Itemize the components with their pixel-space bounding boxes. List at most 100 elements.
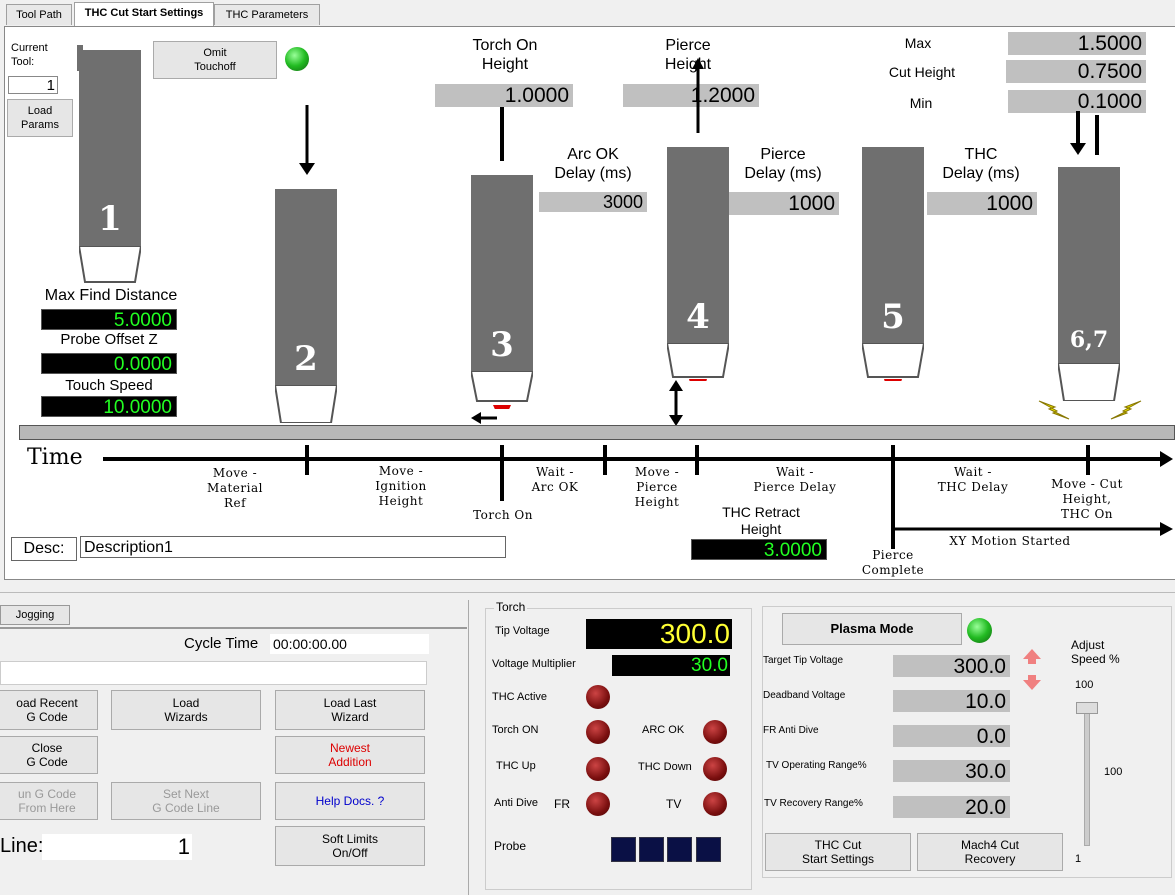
tv-operating-range-field[interactable]: 30.0 [893,760,1010,783]
set-next-line-button[interactable]: Set Next G Code Line [111,782,261,820]
voltage-up-down-arrows-icon[interactable] [1022,648,1042,692]
line-number-field[interactable]: 1 [42,834,192,860]
deadband-voltage-field[interactable]: 10.0 [893,690,1010,713]
thc-down-led [703,757,727,781]
run-from-here-button[interactable]: un G Code From Here [0,782,98,820]
omit-touchoff-button[interactable]: Omit Touchoff [153,41,277,79]
tab-thc-cut-start-settings[interactable]: THC Cut Start Settings [74,2,214,27]
time-label: Time [27,445,83,470]
speed-max-label: 100 [1075,679,1094,691]
torch-1-number: 1 [98,199,122,239]
material-plate [19,425,1175,440]
step-wait-arc-ok: Wait - Arc OK [531,465,579,494]
max-find-distance-field[interactable]: 5.0000 [41,309,177,331]
tv-label: TV [666,797,682,811]
speed-slider-track[interactable] [1084,702,1090,846]
current-tool-input[interactable]: 1 [8,76,58,94]
speed-slider-thumb[interactable] [1076,702,1098,714]
min-label: Min [909,95,933,111]
load-wizards-button[interactable]: Load Wizards [111,690,261,730]
max-label: Max [904,35,932,51]
step-move-cut-height: Move - Cut Height, THC On [1051,477,1123,521]
load-params-button[interactable]: Load Params [7,99,73,137]
fr-anti-dive-label: FR Anti Dive [763,725,819,736]
cycle-time-field: 00:00:00.00 [270,634,429,654]
current-tool-label: Current Tool: [11,42,48,68]
description-input[interactable]: Description1 [80,536,506,558]
pierce-height-field[interactable]: 1.2000 [623,84,759,107]
pierce-delay-field[interactable]: 1000 [729,192,839,215]
torch-6-7 [1058,167,1120,363]
down-arrow-icon [299,105,315,175]
torch-5 [862,147,924,343]
thc-active-led [586,685,610,709]
arc-ok-delay-label: Arc OK Delay (ms) [554,146,632,182]
speed-value-label: 100 [1104,766,1123,778]
timeline-axis [103,445,1173,549]
torch-on-height-field[interactable]: 1.0000 [435,84,573,107]
step-move-pierce-height: Move - Pierce Height [634,465,680,509]
thc-retract-height-label: THC Retract Height [722,504,800,537]
tip-voltage-display: 300.0 [586,619,732,649]
arc-ok-label: ARC OK [642,724,685,736]
thc-active-label: THC Active [492,691,548,703]
probe-indicator-1 [611,837,636,862]
desc-label: Desc: [11,537,77,561]
tv-led [703,792,727,816]
torch-panel-title: Torch [494,600,528,614]
arc-ok-delay-field[interactable]: 3000 [539,192,647,212]
max-height-field[interactable]: 1.5000 [1008,32,1146,55]
voltage-multiplier-label: Voltage Multiplier [492,658,576,670]
probe-indicator-3 [667,837,692,862]
torch-3-nozzle [471,371,533,409]
tv-operating-range-label: TV Operating Range% [766,760,867,771]
cut-height-label: Cut Height [888,64,956,80]
max-find-distance-label: Max Find Distance [44,287,178,304]
tab-thc-parameters[interactable]: THC Parameters [214,4,320,25]
torch-on-led [586,720,610,744]
fr-anti-dive-field[interactable]: 0.0 [893,725,1010,748]
plasma-mode-button[interactable]: Plasma Mode [782,613,962,645]
thc-cut-start-settings-button[interactable]: THC Cut Start Settings [765,833,911,871]
tv-recovery-range-field[interactable]: 20.0 [893,796,1010,819]
torch-5-nozzle [862,343,924,381]
mach4-cut-recovery-button[interactable]: Mach4 Cut Recovery [917,833,1063,871]
thc-delay-field[interactable]: 1000 [927,192,1037,215]
cycle-time-label: Cycle Time [184,635,259,652]
tab-tool-path[interactable]: Tool Path [6,4,72,25]
load-last-wizard-button[interactable]: Load Last Wizard [275,690,425,730]
close-gcode-button[interactable]: Close G Code [0,736,98,774]
probe-offset-label: Probe Offset Z [60,331,158,348]
min-height-field[interactable]: 0.1000 [1008,90,1146,113]
probe-label: Probe [494,839,527,853]
load-recent-gcode-button[interactable]: oad Recent G Code [0,690,98,730]
newest-addition-button[interactable]: Newest Addition [275,736,425,774]
tab-jogging[interactable]: Jogging [0,605,70,625]
step-move-material-ref: Move - Material Ref [207,466,263,510]
speed-min-label: 1 [1075,853,1082,865]
pierce-delay-label: Pierce Delay (ms) [744,146,822,182]
plasma-panel [762,606,1172,878]
torch-panel [485,608,752,890]
anti-dive-label: Anti Dive [494,797,539,809]
torch-3-number: 3 [490,325,514,365]
pierce-gap-arrow-icon [669,380,683,426]
arc-ok-led [703,720,727,744]
small-gap-arrow-icon [471,412,497,424]
torch-6-7-nozzle [1058,363,1120,401]
pierce-height-label: Pierce Height [664,37,712,73]
probe-offset-field[interactable]: 0.0000 [41,353,177,375]
thc-retract-height-field[interactable]: 3.0000 [691,539,827,561]
fr-label: FR [554,797,570,811]
deadband-voltage-label: Deadband Voltage [763,690,846,701]
cut-height-field[interactable]: 0.7500 [1006,60,1146,83]
touch-speed-field[interactable]: 10.0000 [41,396,177,418]
gcode-file-field [0,661,427,685]
help-docs-button[interactable]: Help Docs. ? [275,782,425,820]
soft-limits-button[interactable]: Soft Limits On/Off [275,826,425,866]
fr-led [586,792,610,816]
target-tip-voltage-field[interactable]: 300.0 [893,655,1010,678]
step-wait-pierce-delay: Wait - Pierce Delay [753,465,837,494]
torch-4-number: 4 [686,297,710,337]
torch-1-nozzle [79,246,141,283]
